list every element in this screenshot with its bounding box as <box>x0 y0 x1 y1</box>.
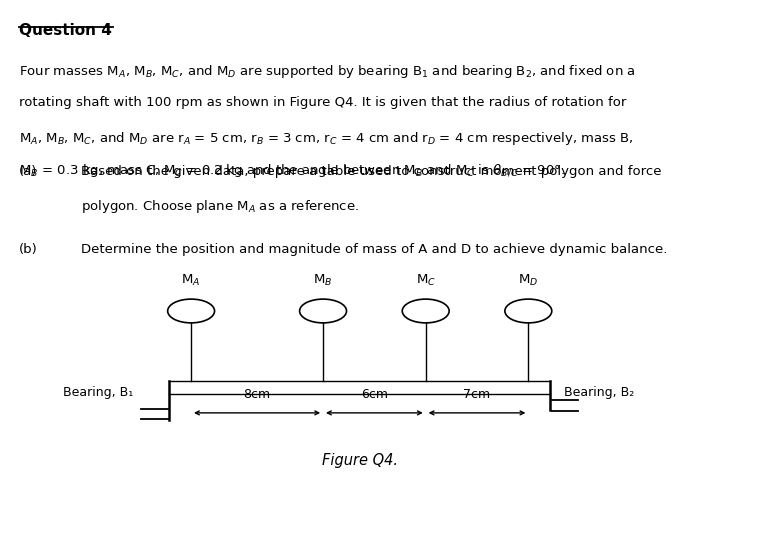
Text: Bearing, B₂: Bearing, B₂ <box>564 386 633 399</box>
Text: Based on the given data, prepare a table used to construct moment polygon and fo: Based on the given data, prepare a table… <box>81 165 662 178</box>
Text: 8cm: 8cm <box>244 388 270 401</box>
Text: rotating shaft with 100 rpm as shown in Figure Q4. It is given that the radius o: rotating shaft with 100 rpm as shown in … <box>19 96 626 109</box>
Text: M$_D$: M$_D$ <box>518 273 539 288</box>
Text: 6cm: 6cm <box>361 388 388 401</box>
Text: Determine the position and magnitude of mass of A and D to achieve dynamic balan: Determine the position and magnitude of … <box>81 243 667 256</box>
Text: M$_B$: M$_B$ <box>314 273 332 288</box>
Text: M$_B$ = 0.3 kg, mass C, M$_C$ = 0.2 kg and the angle between M$_B$ and M$_C$ is : M$_B$ = 0.3 kg, mass C, M$_C$ = 0.2 kg a… <box>19 163 564 179</box>
Text: M$_C$: M$_C$ <box>416 273 436 288</box>
Text: Four masses M$_A$, M$_B$, M$_C$, and M$_D$ are supported by bearing B$_1$ and be: Four masses M$_A$, M$_B$, M$_C$, and M$_… <box>19 63 635 80</box>
Text: (a): (a) <box>19 165 37 178</box>
Text: Bearing, B₁: Bearing, B₁ <box>63 386 133 399</box>
Text: M$_A$, M$_B$, M$_C$, and M$_D$ are r$_A$ = 5 cm, r$_B$ = 3 cm, r$_C$ = 4 cm and : M$_A$, M$_B$, M$_C$, and M$_D$ are r$_A$… <box>19 129 633 146</box>
Text: Figure Q4.: Figure Q4. <box>321 453 397 467</box>
Text: 7cm: 7cm <box>463 388 491 401</box>
Text: M$_A$: M$_A$ <box>181 273 201 288</box>
Text: (b): (b) <box>19 243 38 256</box>
Text: polygon. Choose plane M$_A$ as a reference.: polygon. Choose plane M$_A$ as a referen… <box>81 198 359 215</box>
Text: Question 4: Question 4 <box>19 23 111 38</box>
